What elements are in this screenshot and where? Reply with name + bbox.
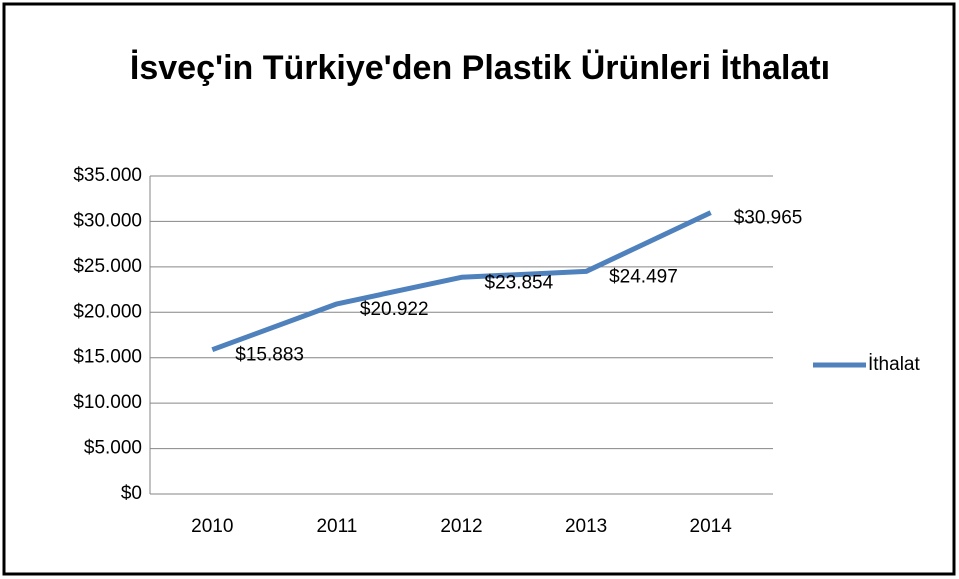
y-tick-label: $5.000 <box>84 438 142 459</box>
x-tick-label: 2011 <box>316 516 357 537</box>
x-tick-label: 2014 <box>690 516 733 537</box>
data-label: $20.922 <box>360 299 429 320</box>
y-tick-label: $35.000 <box>73 165 142 186</box>
y-tick-label: $20.000 <box>73 301 142 322</box>
y-tick-label: $25.000 <box>73 256 142 277</box>
chart-title: İsveç'in Türkiye'den Plastik Ürünleri İt… <box>129 49 831 87</box>
y-tick-label: $15.000 <box>73 347 142 368</box>
y-tick-label: $0 <box>121 483 142 504</box>
x-tick-label: 2010 <box>191 516 233 537</box>
data-label: $15.883 <box>235 345 304 366</box>
data-label: $23.854 <box>485 272 554 293</box>
x-tick-label: 2013 <box>565 516 607 537</box>
series-line <box>211 210 712 353</box>
y-tick-label: $10.000 <box>73 392 142 413</box>
y-tick-label: $30.000 <box>73 210 142 231</box>
x-tick-label: 2012 <box>440 516 482 537</box>
data-label: $30.965 <box>734 208 803 229</box>
data-label: $24.497 <box>609 266 678 287</box>
legend-label: İthalat <box>868 354 920 375</box>
